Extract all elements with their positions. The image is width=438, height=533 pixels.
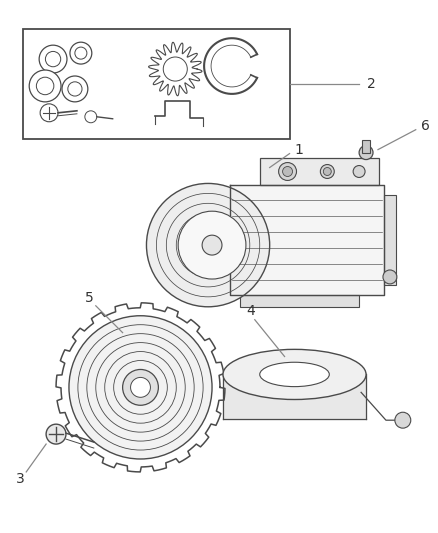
Circle shape [283, 166, 293, 176]
Circle shape [320, 165, 334, 179]
Ellipse shape [223, 349, 366, 400]
Circle shape [323, 167, 331, 175]
Circle shape [46, 424, 66, 444]
Circle shape [70, 42, 92, 64]
Text: 5: 5 [85, 291, 93, 305]
Bar [260, 158, 379, 185]
Circle shape [29, 70, 61, 102]
Circle shape [62, 76, 88, 102]
Text: 2: 2 [367, 77, 376, 91]
Circle shape [75, 47, 87, 59]
Ellipse shape [260, 362, 329, 386]
Circle shape [359, 146, 373, 159]
Circle shape [383, 270, 397, 284]
Circle shape [395, 412, 411, 428]
Circle shape [68, 82, 82, 96]
Bar [384, 196, 396, 285]
Circle shape [39, 45, 67, 73]
Circle shape [36, 77, 54, 95]
Circle shape [194, 231, 222, 259]
Circle shape [77, 346, 180, 449]
Text: 1: 1 [294, 143, 304, 157]
Text: 3: 3 [16, 472, 25, 486]
Bar [240, 295, 359, 307]
Text: 4: 4 [247, 304, 255, 318]
Polygon shape [223, 375, 366, 419]
Text: 6: 6 [421, 119, 430, 133]
Circle shape [131, 377, 150, 397]
Circle shape [123, 369, 159, 405]
Circle shape [146, 183, 270, 307]
Circle shape [107, 376, 150, 419]
Circle shape [178, 211, 246, 279]
Circle shape [85, 111, 97, 123]
Circle shape [69, 316, 212, 459]
Bar [362, 140, 370, 152]
Circle shape [163, 57, 187, 81]
Circle shape [353, 166, 365, 177]
Circle shape [201, 238, 215, 252]
Bar [23, 29, 290, 139]
Circle shape [202, 235, 222, 255]
Circle shape [46, 51, 61, 67]
Polygon shape [230, 185, 384, 295]
Circle shape [40, 104, 58, 122]
Circle shape [279, 163, 297, 181]
